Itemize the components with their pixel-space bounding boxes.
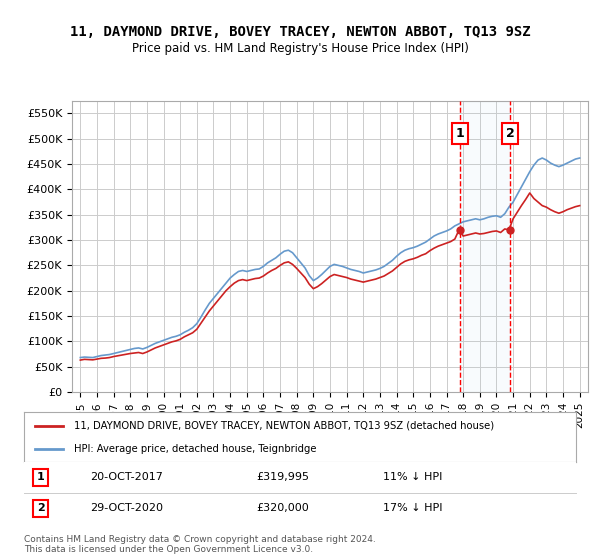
Text: Contains HM Land Registry data © Crown copyright and database right 2024.
This d: Contains HM Land Registry data © Crown c…: [24, 535, 376, 554]
Text: £319,995: £319,995: [256, 473, 309, 482]
Bar: [460, 101, 510, 392]
Text: Price paid vs. HM Land Registry's House Price Index (HPI): Price paid vs. HM Land Registry's House …: [131, 42, 469, 55]
Text: 11, DAYMOND DRIVE, BOVEY TRACEY, NEWTON ABBOT, TQ13 9SZ (detached house): 11, DAYMOND DRIVE, BOVEY TRACEY, NEWTON …: [74, 421, 494, 431]
Text: £320,000: £320,000: [256, 503, 308, 513]
Text: 1: 1: [455, 127, 464, 140]
Text: 17% ↓ HPI: 17% ↓ HPI: [383, 503, 442, 513]
Text: 2: 2: [37, 503, 44, 513]
Text: 11% ↓ HPI: 11% ↓ HPI: [383, 473, 442, 482]
Text: 11, DAYMOND DRIVE, BOVEY TRACEY, NEWTON ABBOT, TQ13 9SZ: 11, DAYMOND DRIVE, BOVEY TRACEY, NEWTON …: [70, 25, 530, 39]
Text: 20-OCT-2017: 20-OCT-2017: [90, 473, 163, 482]
Text: HPI: Average price, detached house, Teignbridge: HPI: Average price, detached house, Teig…: [74, 445, 316, 454]
Text: 1: 1: [37, 473, 44, 482]
Text: 2: 2: [506, 127, 515, 140]
Text: 29-OCT-2020: 29-OCT-2020: [90, 503, 163, 513]
